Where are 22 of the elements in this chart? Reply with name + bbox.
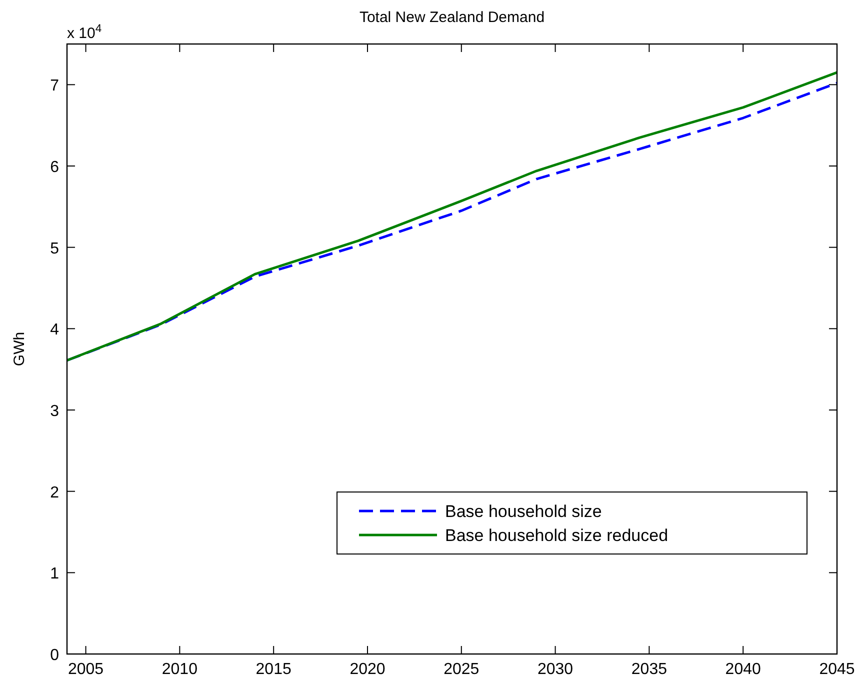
x-tick-label: 2045 <box>819 661 855 678</box>
y-tick-label: 5 <box>50 240 60 258</box>
x-tick-label: 2025 <box>444 661 480 678</box>
x-tick-label: 2020 <box>350 661 386 678</box>
x-tick-label: 2040 <box>725 661 761 678</box>
y-tick-label: 6 <box>50 159 60 176</box>
y-tick-label: 4 <box>50 322 60 339</box>
y-tick-label: 7 <box>50 78 60 95</box>
legend-label: Base household size reduced <box>445 526 668 545</box>
text: x 10$^{4}$ <box>67 23 102 42</box>
x-tick-label: 2010 <box>162 661 198 678</box>
y-tick-label: 0 <box>50 647 60 664</box>
chart-title: Total New Zealand Demand <box>359 9 545 26</box>
x-tick-label: 2005 <box>68 661 104 678</box>
legend-label: Base household size <box>445 502 602 521</box>
y-axis-title: GWh <box>11 332 28 366</box>
x-tick-label: 2030 <box>537 661 574 678</box>
y-tick-label: 3 <box>50 403 60 420</box>
y-tick-label: 1 <box>50 566 60 583</box>
x-tick-label: 2035 <box>631 661 668 678</box>
x-tick-label: 2015 <box>256 661 292 678</box>
y-tick-label: 2 <box>50 484 60 502</box>
